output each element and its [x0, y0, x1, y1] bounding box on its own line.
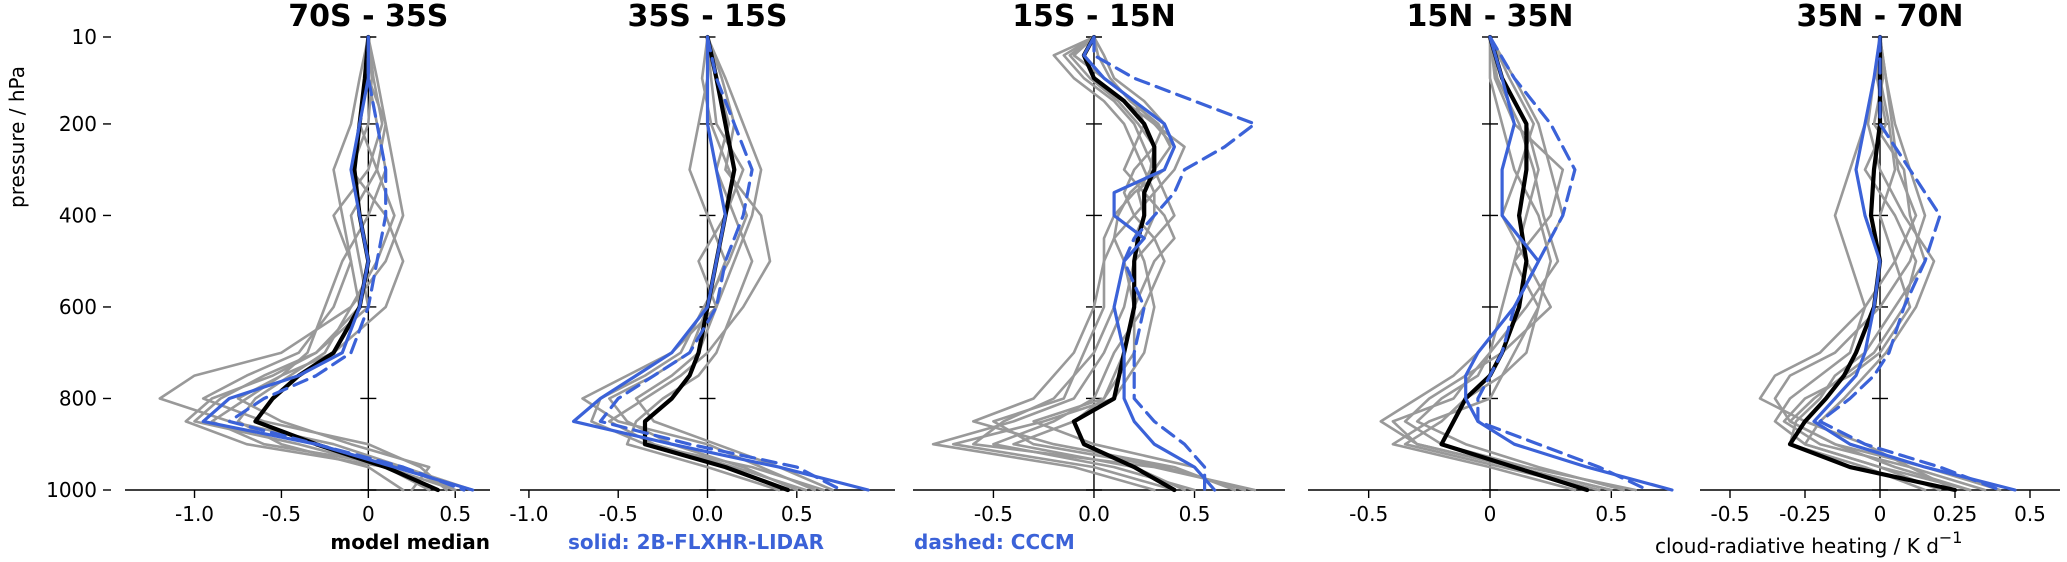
model-line: [1391, 35, 1613, 492]
model-line: [1415, 35, 1625, 492]
x-axis-label-exponent: −1: [1939, 528, 1963, 547]
panel-3: 15S - 15N -0.5 0.0 0.5: [913, 0, 1285, 526]
y-tick-label: 1000: [46, 478, 97, 502]
panel-2: 35S - 15S -1.0 -0.5 0.0 0.5: [509, 0, 895, 526]
legend-solid-2b-flxhr-lidar: solid: 2B-FLXHR-LIDAR: [568, 530, 824, 554]
x-tick-label: 0.5: [1595, 502, 1627, 526]
x-axis-label-text: cloud-radiative heating / K d: [1655, 534, 1939, 558]
model-line: [1403, 35, 1637, 492]
panel-title: 15S - 15N: [1012, 0, 1176, 34]
legend-dashed-cccm: dashed: CCCM: [914, 530, 1075, 554]
panel-5: 35N - 70N -0.5 -0.25 0 0.25 0.5: [1700, 0, 2060, 526]
x-tick-label: 0.25: [1933, 502, 1978, 526]
model-line: [184, 35, 457, 492]
panel-title: 70S - 35S: [288, 0, 448, 34]
model-line: [1803, 35, 1972, 492]
y-tick-label: 600: [59, 295, 97, 319]
panel-title: 15N - 35N: [1406, 0, 1573, 34]
obs-solid-line: [1464, 35, 1674, 492]
obs-solid-line: [1082, 35, 1217, 492]
model-line: [1758, 35, 1957, 492]
x-tick-label: -0.5: [974, 502, 1013, 526]
median-line: [1439, 34, 1590, 493]
y-axis-label: pressure / hPa: [5, 66, 29, 208]
x-tick-label: 0.5: [781, 502, 813, 526]
panels-group: 70S - 35S -1.0 -0.5 0 0.5 10 200 400 600 800 1000 3…: [46, 0, 2060, 526]
obs-solid-line: [571, 35, 870, 492]
x-axis-label: cloud-radiative heating / K d−1: [1655, 528, 1962, 558]
x-tick-label: 0.0: [692, 502, 724, 526]
x-tick-label: 0.5: [1179, 502, 1211, 526]
median-line: [1071, 34, 1177, 493]
obs-dashed-line: [1092, 35, 1257, 492]
panel-4: 15N - 35N -0.5 0 0.5: [1308, 0, 1674, 526]
x-tick-label: 0: [1874, 502, 1887, 526]
model-line: [634, 35, 834, 492]
x-tick-label: -0.5: [1349, 502, 1388, 526]
panel-title: 35S - 15S: [627, 0, 787, 34]
median-line: [1787, 34, 1958, 493]
x-tick-label: -1.0: [509, 502, 548, 526]
x-tick-label: 0.5: [2014, 502, 2046, 526]
y-tick-label: 800: [59, 386, 97, 410]
model-line: [971, 35, 1257, 492]
x-tick-label: 0.0: [1078, 502, 1110, 526]
x-tick-label: -0.5: [599, 502, 638, 526]
obs-dashed-line: [1818, 35, 2002, 492]
y-tick-label: 200: [59, 112, 97, 136]
x-tick-label: -0.5: [1710, 502, 1749, 526]
obs-dashed-line: [598, 35, 844, 492]
model-line: [607, 35, 799, 492]
model-line: [1403, 35, 1601, 492]
model-line: [193, 35, 431, 492]
y-tick-label: 10: [72, 25, 97, 49]
x-tick-label: 0.5: [439, 502, 471, 526]
x-tick-label: 0: [362, 502, 375, 526]
model-line: [590, 35, 825, 492]
obs-dashed-line: [1476, 35, 1650, 492]
obs-solid-line: [1812, 35, 2017, 492]
panel-1: 70S - 35S -1.0 -0.5 0 0.5 10 200 400 600 800 1000: [46, 0, 490, 526]
y-tick-label: 400: [59, 203, 97, 227]
model-line: [581, 35, 816, 492]
model-line: [1788, 35, 2002, 492]
x-tick-label: -1.0: [175, 502, 214, 526]
x-tick-label: -0.25: [1779, 502, 1831, 526]
obs-solid-line: [201, 35, 475, 492]
x-tick-label: -0.5: [262, 502, 301, 526]
panel-title: 35N - 70N: [1796, 0, 1963, 34]
x-tick-label: 0: [1484, 502, 1497, 526]
legend-model-median: model median: [330, 530, 490, 554]
